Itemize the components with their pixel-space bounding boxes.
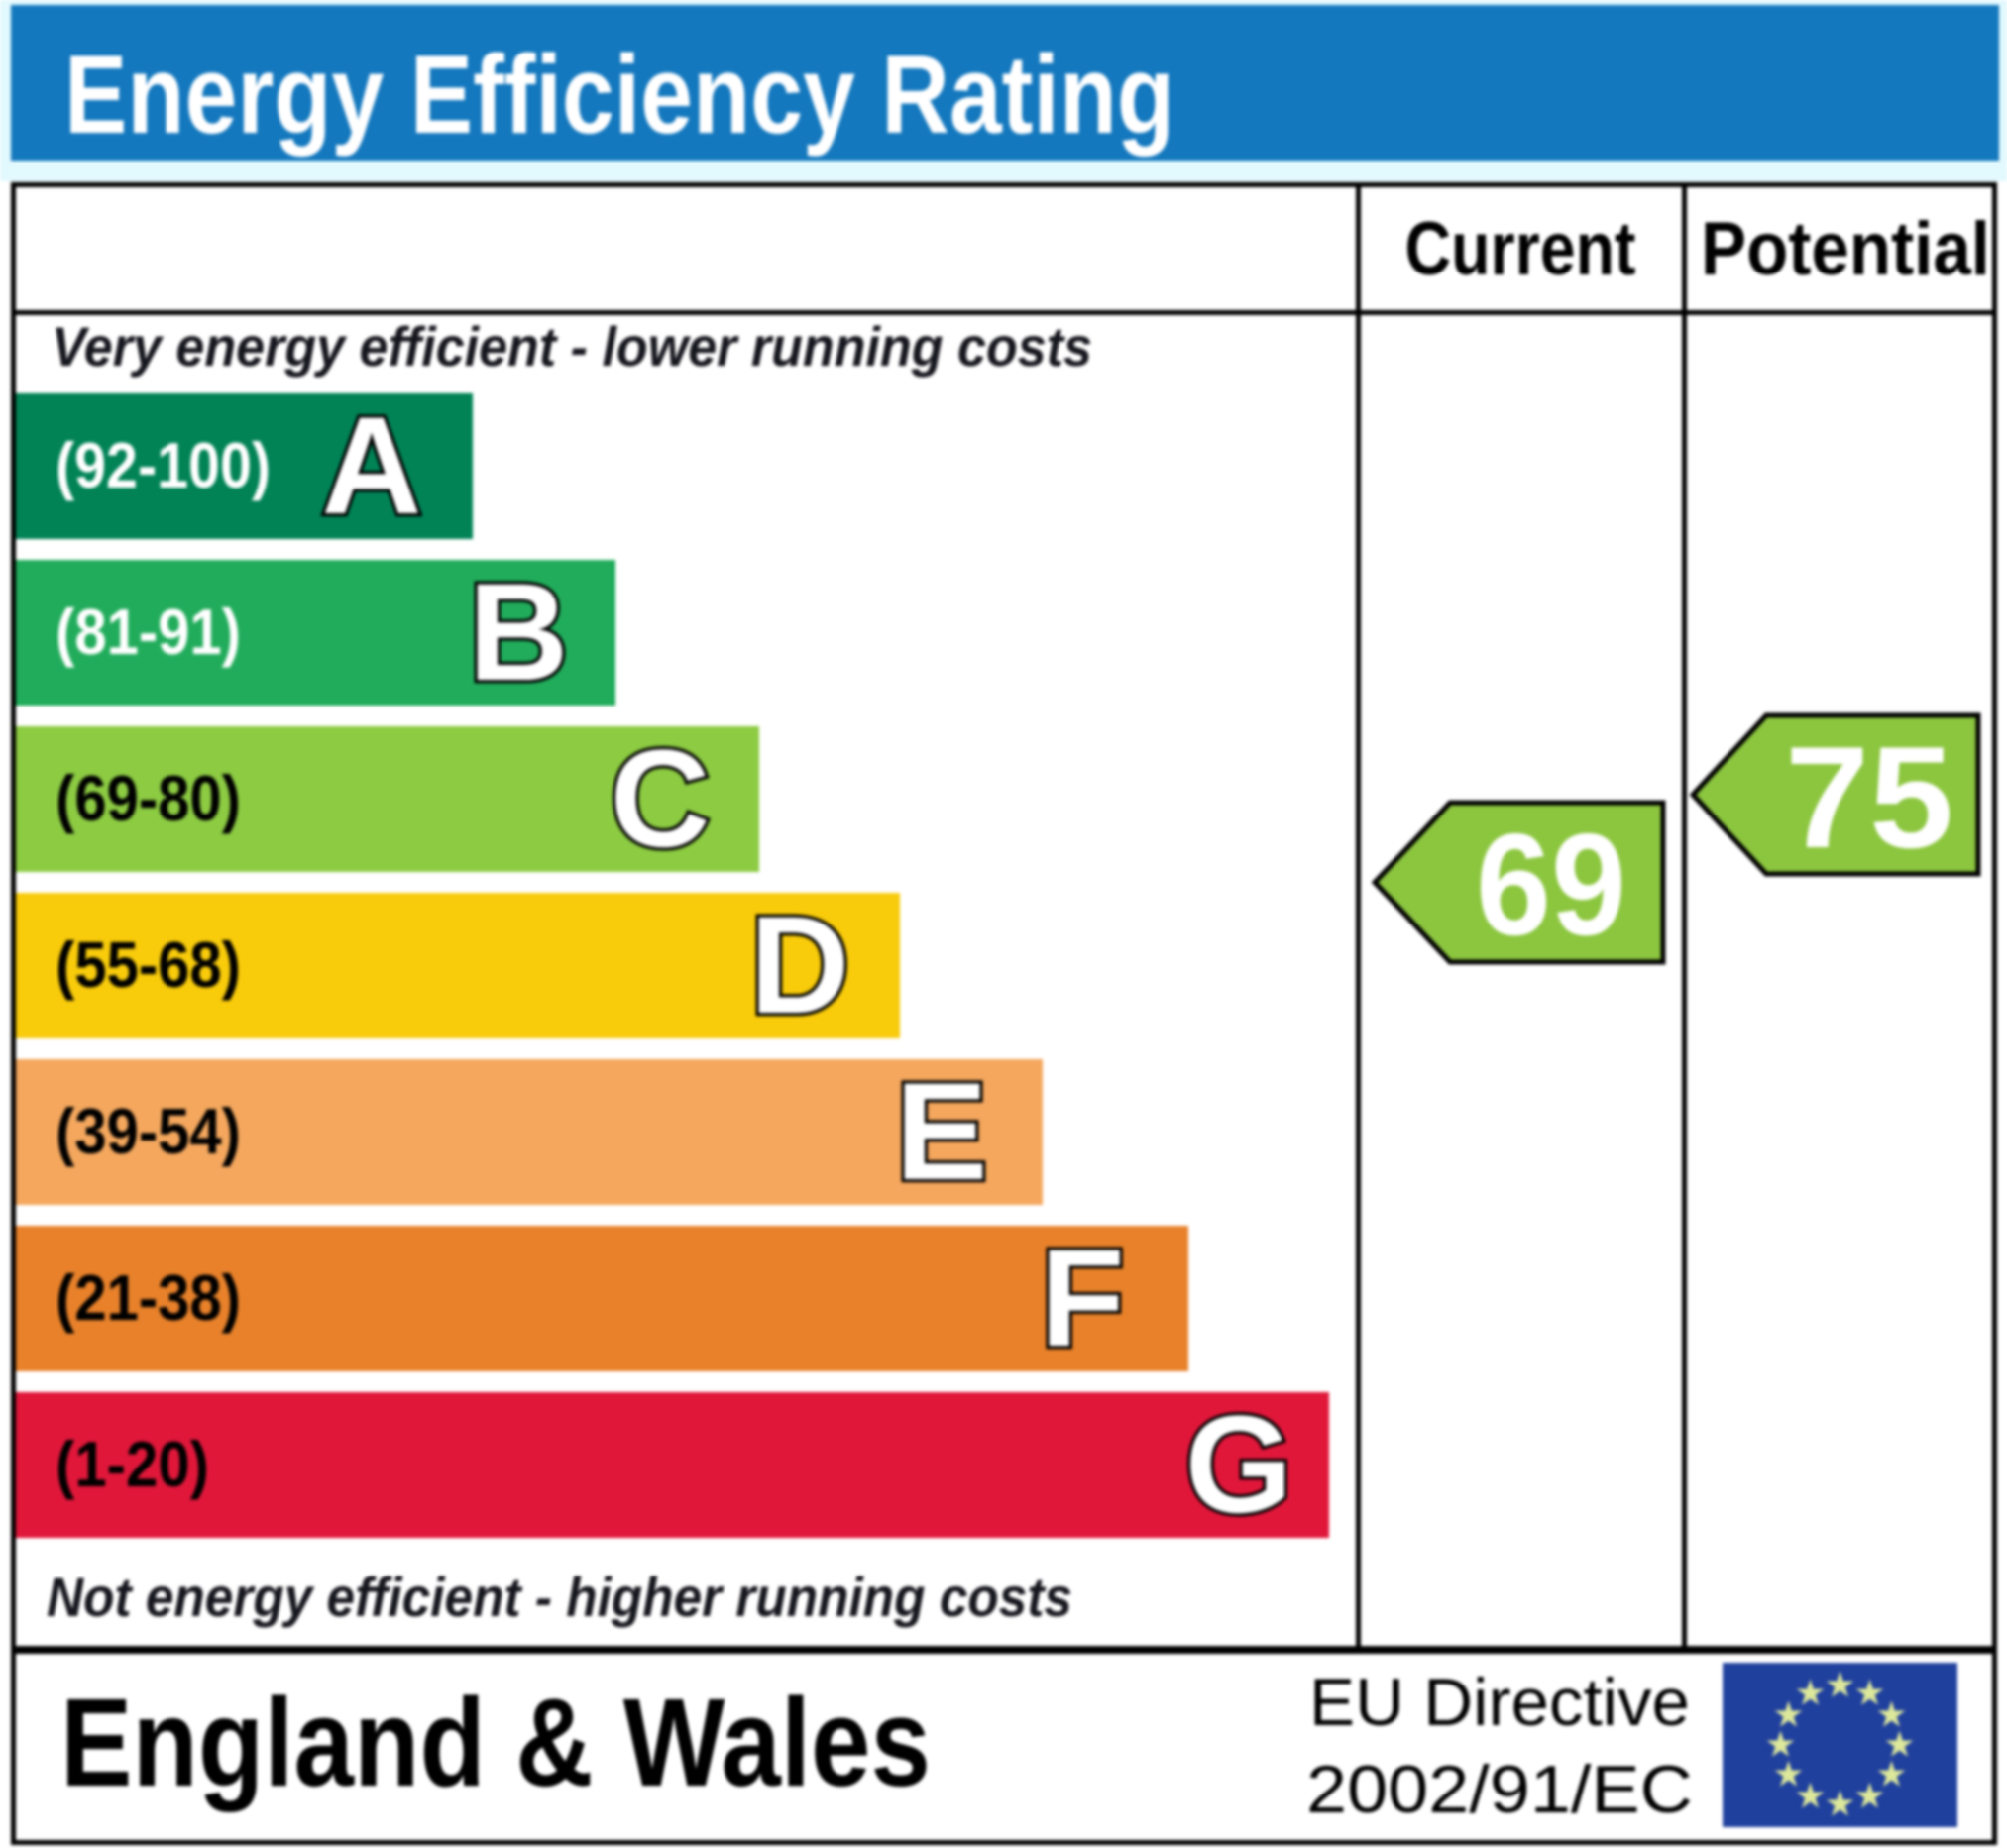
svg-text:D: D xyxy=(749,887,849,1042)
svg-text:F: F xyxy=(1040,1220,1125,1375)
svg-text:Not energy efficient - higher: Not energy efficient - higher running co… xyxy=(47,1566,1072,1628)
svg-text:England & Wales: England & Wales xyxy=(60,1673,931,1812)
svg-text:(81-91): (81-91) xyxy=(56,596,241,668)
svg-text:(69-80): (69-80) xyxy=(56,762,241,834)
svg-text:(39-54): (39-54) xyxy=(56,1095,241,1167)
svg-text:(55-68): (55-68) xyxy=(56,928,241,1001)
svg-text:B: B xyxy=(468,554,568,709)
svg-text:(21-38): (21-38) xyxy=(56,1261,241,1334)
svg-text:75: 75 xyxy=(1785,716,1953,878)
svg-text:(92-100): (92-100) xyxy=(56,429,271,501)
svg-text:EU Directive: EU Directive xyxy=(1309,1665,1690,1740)
svg-text:(1-20): (1-20) xyxy=(56,1428,209,1500)
svg-text:A: A xyxy=(321,387,421,543)
svg-text:G: G xyxy=(1185,1386,1293,1542)
svg-text:C: C xyxy=(610,720,710,876)
svg-text:69: 69 xyxy=(1476,804,1626,965)
svg-text:Very energy efficient - lower: Very energy efficient - lower running co… xyxy=(52,315,1092,378)
svg-text:E: E xyxy=(895,1053,987,1209)
svg-text:Current: Current xyxy=(1405,207,1636,291)
svg-text:2002/91/EC: 2002/91/EC xyxy=(1306,1752,1693,1827)
svg-text:Energy Efficiency Rating: Energy Efficiency Rating xyxy=(64,33,1174,157)
svg-text:Potential: Potential xyxy=(1701,207,1990,291)
